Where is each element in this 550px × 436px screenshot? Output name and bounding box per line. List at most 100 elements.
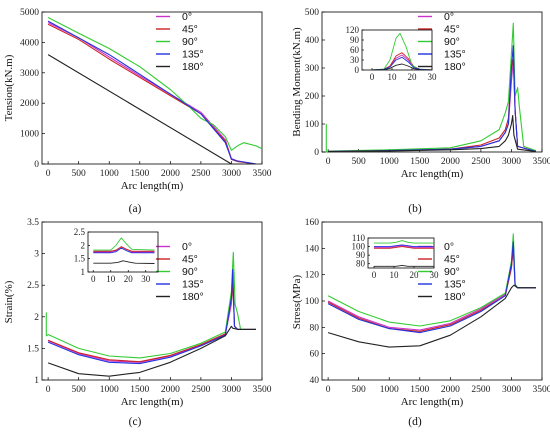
y-tick-label: 140 [305, 244, 320, 254]
y-tick-label: 0 [34, 160, 39, 170]
y-tick-label: 200 [305, 92, 320, 102]
x-tick-label: 1000 [100, 169, 119, 179]
legend-label: 180° [182, 291, 204, 303]
x-tick-label: 2500 [191, 385, 210, 395]
x-tick-label: 500 [352, 385, 367, 395]
series-line [47, 23, 256, 165]
panel-caption: (b) [408, 203, 422, 215]
inset-y-tick-label: 30 [350, 55, 360, 65]
x-tick-label: 2500 [471, 385, 490, 395]
inset-y-tick-label: 60 [350, 45, 360, 55]
y-tick-label: 1000 [20, 130, 39, 140]
legend-label: 180° [444, 61, 466, 73]
x-axis-label: Arc length(m) [121, 180, 184, 192]
y-tick-label: 100 [305, 297, 320, 307]
series-line [325, 22, 537, 153]
x-tick-label: 1500 [410, 157, 429, 167]
y-axis-label: Stress(MPa) [291, 274, 303, 329]
inset-frame [361, 29, 433, 71]
chart-panel: 0 500 1000 1500 2000 2500 3000 3500010020030040… [291, 8, 550, 215]
x-tick-label: 500 [352, 157, 367, 167]
inset-series-line [93, 247, 155, 254]
x-tick-label: 2000 [161, 169, 180, 179]
inset-chart: 0 10 20 30 1 1.5 2 2.5 [74, 227, 159, 284]
y-tick-label: 80 [310, 323, 320, 333]
inset-y-tick-label: 120 [346, 25, 360, 35]
y-axis-label: Tension(kN.m) [3, 54, 15, 121]
inset-x-tick-label: 30 [141, 274, 151, 284]
inset-x-tick-label: 10 [106, 274, 116, 284]
legend-label: 135° [182, 49, 204, 61]
legend-label: 180° [182, 61, 204, 73]
legend-label: 90° [182, 36, 198, 48]
x-tick-label: 2000 [441, 385, 460, 395]
series-line [327, 284, 536, 348]
y-tick-label: 2000 [20, 99, 39, 109]
series-line [47, 268, 256, 365]
legend-label: 135° [444, 279, 466, 291]
x-tick-label: 3000 [502, 157, 521, 167]
inset-y-tick-label: 1.5 [74, 254, 86, 264]
y-tick-label: 4000 [20, 38, 39, 48]
y-tick-label: 40 [310, 376, 320, 386]
inset-x-tick-label: 30 [428, 72, 438, 82]
inset-y-tick-label: 90 [350, 35, 360, 45]
series-line [328, 115, 536, 152]
x-tick-label: 0 [46, 169, 51, 179]
inset-x-tick-label: 10 [388, 72, 398, 82]
y-tick-label: 500 [305, 8, 320, 18]
inset-series-line [93, 237, 155, 251]
y-tick-label: 400 [305, 36, 320, 46]
legend-label: 0° [182, 11, 192, 23]
x-tick-label: 3500 [533, 157, 550, 167]
x-tick-label: 500 [72, 385, 87, 395]
x-tick-label: 1000 [380, 385, 399, 395]
y-tick-label: 3 [34, 250, 39, 260]
x-tick-label: 2500 [191, 169, 210, 179]
inset-y-tick-label: 100 [352, 242, 366, 252]
inset-x-tick-label: 10 [390, 270, 400, 280]
inset-x-tick-label: 0 [372, 270, 377, 280]
chart-panel: 0 500 1000 1500 2000 2500 3000 3500 1 1.5 2 2.5 3 3.5… [3, 218, 272, 428]
legend-label: 45° [182, 254, 198, 266]
inset-x-tick-label: 0 [91, 274, 96, 284]
chart-panel: 0 500 1000 1500 2000 2500 3000 3500 0 1000 2000 300… [3, 8, 272, 215]
inset-series-line [371, 56, 433, 71]
x-tick-label: 0 [326, 157, 331, 167]
inset-series-line [371, 63, 433, 71]
series-line [47, 278, 256, 363]
inset-x-tick-label: 30 [430, 270, 440, 280]
series-line [47, 281, 256, 363]
inset-frame [367, 237, 435, 269]
inset-series-line [371, 32, 433, 71]
y-tick-label: 2.5 [27, 281, 39, 291]
inset-series-line [374, 246, 434, 249]
x-tick-label: 1500 [130, 169, 149, 179]
panel-caption: (d) [408, 416, 422, 428]
inset-series-line [93, 246, 155, 252]
legend-label: 90° [444, 266, 460, 278]
x-tick-label: 1000 [100, 385, 119, 395]
panel-caption: (c) [129, 416, 142, 428]
y-tick-label: 100 [305, 120, 320, 130]
plot-frame [41, 221, 263, 381]
inset-series-line [374, 244, 434, 248]
inset-y-tick-label: 0 [355, 65, 360, 75]
legend-label: 45° [444, 24, 460, 36]
x-tick-label: 1500 [410, 385, 429, 395]
legend-label: 90° [444, 36, 460, 48]
inset-x-tick-label: 20 [410, 270, 420, 280]
legend-label: 135° [444, 49, 466, 61]
inset-series-line [374, 245, 434, 248]
y-tick-label: 3000 [20, 69, 39, 79]
series-line [47, 20, 256, 165]
x-tick-label: 500 [72, 169, 87, 179]
y-tick-label: 1.5 [27, 344, 39, 354]
inset-series-line [374, 264, 434, 267]
y-tick-label: 3.5 [27, 218, 39, 228]
inset-frame [87, 231, 159, 273]
y-tick-label: 60 [310, 350, 320, 360]
x-tick-label: 1500 [130, 385, 149, 395]
